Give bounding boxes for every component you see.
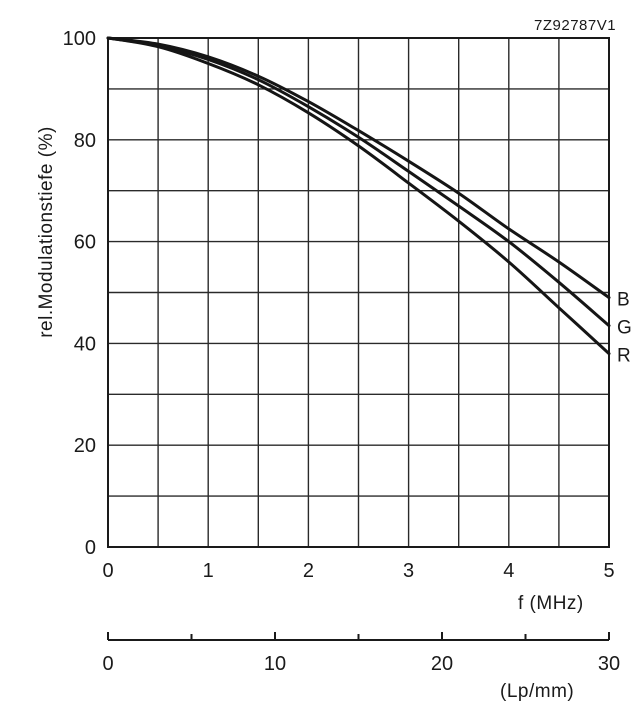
x-tick-label: 3 xyxy=(403,560,414,582)
x-tick-label: 2 xyxy=(303,560,314,582)
y-tick-label: 80 xyxy=(74,130,96,152)
secondary-scale: 0 10 20 30 xyxy=(102,632,620,675)
x-tick-label: 5 xyxy=(603,560,614,582)
x-axis-title: f (MHz) xyxy=(518,593,584,614)
series-label-b: B xyxy=(617,290,630,311)
secondary-tick-label: 10 xyxy=(264,653,286,675)
figure-code: 7Z92787V1 xyxy=(534,17,616,34)
plot-frame xyxy=(107,37,610,548)
y-tick-label: 100 xyxy=(63,28,96,50)
y-tick-label: 20 xyxy=(74,435,96,457)
x-tick-label: 4 xyxy=(503,560,514,582)
series-label-g: G xyxy=(617,318,632,339)
secondary-axis-title: (Lp/mm) xyxy=(500,681,574,702)
series-line-b xyxy=(106,36,611,300)
series-label-r: R xyxy=(617,346,631,367)
series-line-r xyxy=(106,36,611,356)
y-tick-label: 40 xyxy=(74,333,96,355)
secondary-tick-label: 0 xyxy=(102,653,113,675)
y-tick-label: 0 xyxy=(85,537,96,559)
series-line-g xyxy=(106,36,611,328)
y-tick-label: 60 xyxy=(74,232,96,254)
x-tick-label: 0 xyxy=(102,560,113,582)
grid xyxy=(108,38,609,547)
tick-labels: 0 20 40 60 80 100 0 1 2 3 4 5 xyxy=(63,28,615,582)
secondary-tick-label: 30 xyxy=(598,653,620,675)
series-curves: BGR xyxy=(106,36,632,367)
y-axis-title: rel.Modulationstiefe (%) xyxy=(36,126,57,338)
x-tick-label: 1 xyxy=(203,560,214,582)
secondary-tick-label: 20 xyxy=(431,653,453,675)
